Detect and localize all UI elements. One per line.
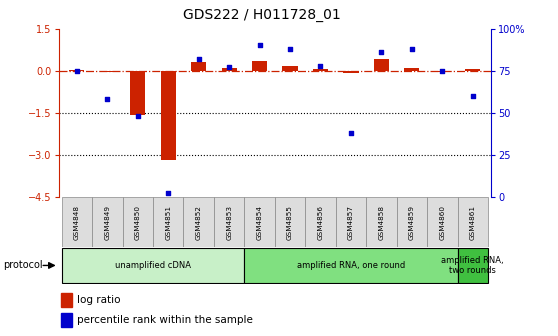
Bar <box>61 293 71 307</box>
Bar <box>343 71 359 73</box>
FancyBboxPatch shape <box>61 248 244 283</box>
Text: GSM4853: GSM4853 <box>226 205 232 240</box>
Point <box>316 63 325 68</box>
Point <box>255 43 264 48</box>
FancyBboxPatch shape <box>427 197 458 247</box>
FancyBboxPatch shape <box>336 197 366 247</box>
FancyBboxPatch shape <box>275 197 305 247</box>
Text: GSM4859: GSM4859 <box>409 205 415 240</box>
Point <box>407 46 416 51</box>
Text: protocol: protocol <box>3 260 42 270</box>
Text: unamplified cDNA: unamplified cDNA <box>115 261 191 270</box>
Text: GSM4849: GSM4849 <box>104 205 110 240</box>
Text: GSM4852: GSM4852 <box>196 205 201 240</box>
FancyBboxPatch shape <box>214 197 244 247</box>
Bar <box>61 313 71 327</box>
FancyBboxPatch shape <box>123 197 153 247</box>
Point <box>347 130 355 135</box>
Text: GSM4855: GSM4855 <box>287 205 293 240</box>
Point <box>163 191 172 196</box>
Bar <box>404 68 420 71</box>
Bar <box>130 71 146 115</box>
Point <box>468 93 477 98</box>
Text: GSM4856: GSM4856 <box>318 205 324 240</box>
Text: log ratio: log ratio <box>77 295 121 305</box>
Text: GSM4850: GSM4850 <box>135 205 141 240</box>
Text: amplified RNA,
two rounds: amplified RNA, two rounds <box>441 256 504 275</box>
FancyBboxPatch shape <box>244 197 275 247</box>
Point <box>194 56 203 61</box>
Bar <box>161 71 176 160</box>
Point <box>377 49 386 55</box>
Text: GSM4861: GSM4861 <box>470 205 476 240</box>
Text: GSM4854: GSM4854 <box>257 205 263 240</box>
Bar <box>282 67 297 71</box>
Bar <box>465 69 480 71</box>
Point <box>438 68 447 73</box>
Bar <box>435 71 450 72</box>
Text: GSM4857: GSM4857 <box>348 205 354 240</box>
FancyBboxPatch shape <box>184 197 214 247</box>
FancyBboxPatch shape <box>458 197 488 247</box>
Point <box>103 96 112 102</box>
Point <box>73 68 81 73</box>
Point <box>286 46 295 51</box>
Bar <box>374 59 389 71</box>
FancyBboxPatch shape <box>305 197 336 247</box>
Bar <box>252 61 267 71</box>
FancyBboxPatch shape <box>397 197 427 247</box>
Bar <box>222 68 237 71</box>
Text: percentile rank within the sample: percentile rank within the sample <box>77 316 253 325</box>
Text: GSM4860: GSM4860 <box>439 205 445 240</box>
FancyBboxPatch shape <box>153 197 184 247</box>
FancyBboxPatch shape <box>92 197 123 247</box>
Bar <box>191 62 206 71</box>
FancyBboxPatch shape <box>61 197 92 247</box>
Bar <box>313 69 328 71</box>
Text: GSM4858: GSM4858 <box>378 205 384 240</box>
Bar <box>69 70 84 71</box>
Text: amplified RNA, one round: amplified RNA, one round <box>297 261 405 270</box>
FancyBboxPatch shape <box>244 248 458 283</box>
Point <box>133 113 142 119</box>
Point <box>225 65 234 70</box>
Text: GSM4848: GSM4848 <box>74 205 80 240</box>
Text: GDS222 / H011728_01: GDS222 / H011728_01 <box>184 8 341 23</box>
Text: GSM4851: GSM4851 <box>165 205 171 240</box>
Bar <box>100 71 115 72</box>
FancyBboxPatch shape <box>458 248 488 283</box>
FancyBboxPatch shape <box>366 197 397 247</box>
